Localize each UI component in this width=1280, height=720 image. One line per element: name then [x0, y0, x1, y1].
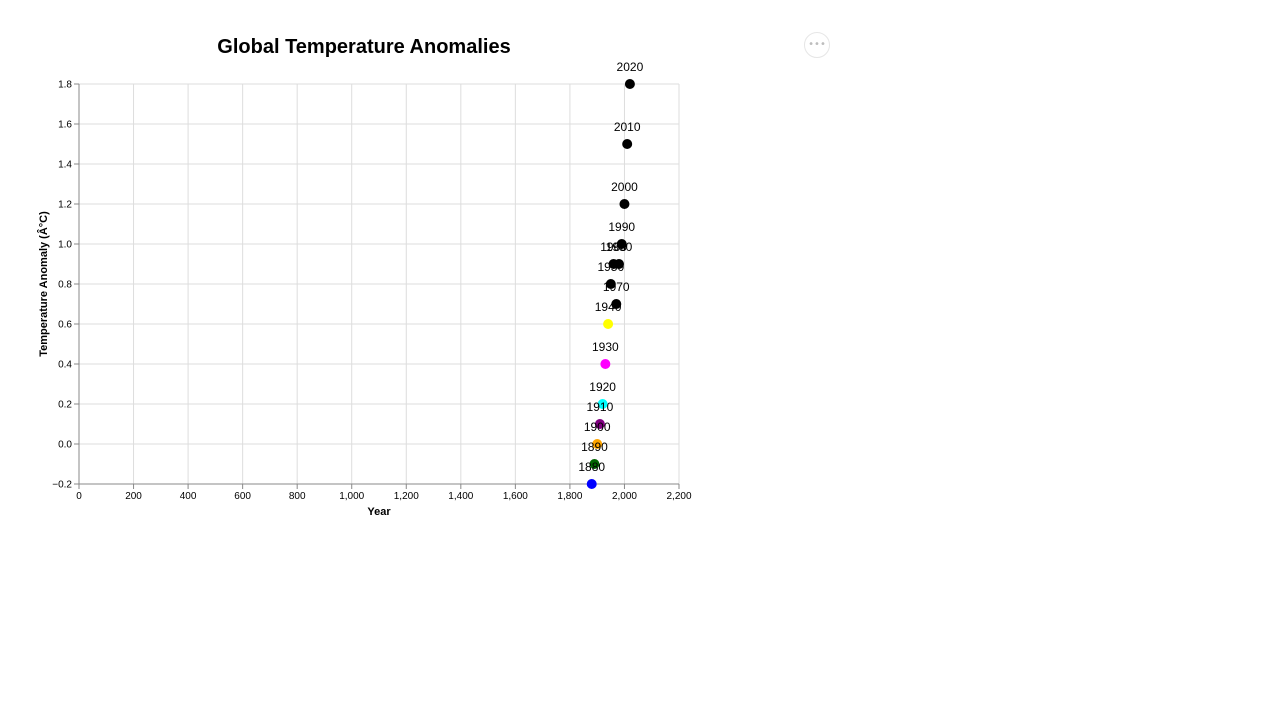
data-label: 1960: [600, 240, 627, 254]
data-label: 1930: [592, 340, 619, 354]
data-point: [611, 299, 622, 309]
more-horizontal-icon: •••: [808, 39, 826, 50]
x-tick-label: 2,200: [666, 491, 691, 502]
y-tick-label: 0.2: [58, 400, 72, 411]
y-tick-label: 0.8: [58, 280, 72, 291]
axes: 0 200 400 600 800 1,000 1,200 1,400 1,600 1,800 2,…: [52, 80, 692, 503]
data-label: 1990: [608, 220, 635, 234]
x-tick-label: 1,600: [503, 491, 528, 502]
y-tick-label: 1.6: [58, 120, 72, 131]
x-tick-label: 1,000: [339, 491, 364, 502]
y-tick-label: 0.6: [58, 320, 72, 331]
data-label: 1880: [578, 460, 605, 474]
data-point: [619, 199, 630, 209]
data-label: 1950: [597, 260, 624, 274]
y-tick-label: 1.0: [58, 240, 72, 251]
data-point: [603, 319, 614, 329]
x-tick-label: 800: [289, 491, 306, 502]
data-label: 1910: [587, 400, 614, 414]
y-axis-title: Temperature Anomaly (Â°C): [37, 211, 50, 357]
data-point: [605, 279, 616, 289]
data-point: [589, 459, 600, 469]
x-tick-label: 2,000: [612, 491, 637, 502]
y-tick-label: 0.0: [58, 440, 72, 451]
data-label: 1940: [595, 300, 622, 314]
x-tick-label: 0: [76, 491, 82, 502]
x-tick-label: 1,800: [557, 491, 582, 502]
data-label: 1900: [584, 420, 611, 434]
data-points: [586, 79, 635, 489]
data-label: 1980: [606, 240, 633, 254]
data-point: [622, 139, 633, 149]
data-point: [624, 79, 635, 89]
data-label: 1970: [603, 280, 630, 294]
x-tick-label: 200: [125, 491, 142, 502]
data-point: [600, 359, 611, 369]
y-tick-label: 1.4: [58, 160, 72, 171]
data-label: 1920: [589, 380, 616, 394]
y-tick-label: 0.4: [58, 360, 72, 371]
y-tick-label: 1.8: [58, 80, 72, 91]
x-axis-title: Year: [367, 506, 391, 518]
chart-title: Global Temperature Anomalies: [217, 36, 510, 58]
x-tick-label: 400: [180, 491, 197, 502]
data-label: 1890: [581, 440, 608, 454]
y-tick-label: −0.2: [52, 480, 72, 491]
data-point: [597, 399, 608, 409]
data-label: 2010: [614, 120, 641, 134]
data-point: [614, 259, 624, 269]
data-point: [616, 239, 627, 249]
x-tick-label: 1,200: [394, 491, 419, 502]
y-tick-label: 1.2: [58, 200, 72, 211]
data-point: [594, 419, 605, 429]
x-tick-label: 1,400: [448, 491, 473, 502]
data-labels: 1880 1890 1900 1910 1920 1930 1940 1950 1960 1970…: [578, 60, 643, 474]
data-point: [586, 479, 597, 489]
data-label: 2000: [611, 180, 638, 194]
x-tick-label: 600: [234, 491, 251, 502]
actions-menu-button[interactable]: •••: [804, 32, 830, 58]
data-point: [592, 439, 603, 449]
data-label: 2020: [617, 60, 644, 74]
